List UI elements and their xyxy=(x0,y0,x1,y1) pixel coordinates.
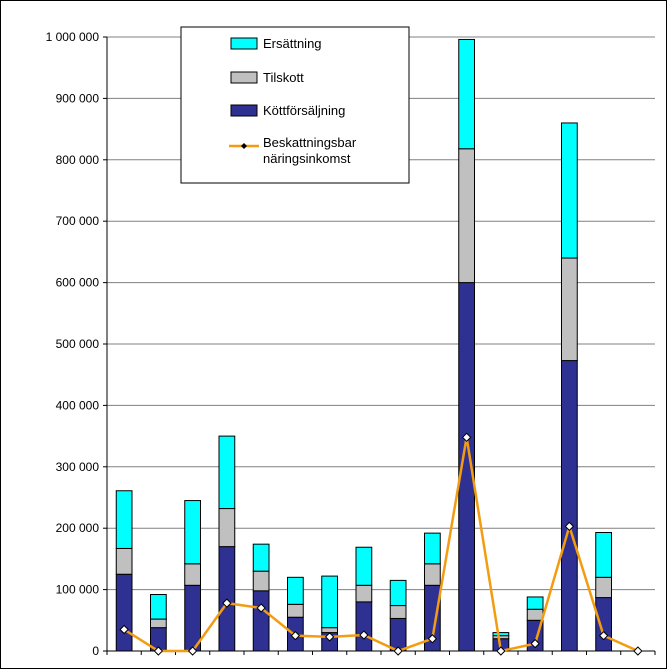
line-marker xyxy=(633,646,643,656)
bar-segment xyxy=(492,632,510,637)
legend-label: Beskattningsbar xyxy=(263,135,357,150)
legend-label: Köttförsäljning xyxy=(263,103,345,118)
line-marker xyxy=(290,630,301,641)
bar-segment xyxy=(218,435,236,510)
legend-label: näringsinkomst xyxy=(263,151,351,166)
legend-label: Ersättning xyxy=(263,36,322,51)
line-marker xyxy=(256,603,266,613)
line-marker xyxy=(187,646,198,656)
legend-marker xyxy=(241,143,247,149)
line-marker xyxy=(427,634,438,644)
y-tick-label: 0 xyxy=(92,644,99,658)
y-tick-label: 600 000 xyxy=(56,276,100,290)
y-tick-label: 500 000 xyxy=(56,337,100,351)
bar-segment xyxy=(286,603,304,618)
bar-segment xyxy=(526,608,544,621)
line-marker xyxy=(598,630,609,641)
bar-segment xyxy=(149,594,167,620)
bar-segment xyxy=(423,532,441,565)
y-tick-label: 100 000 xyxy=(56,583,100,597)
bar-segment xyxy=(526,596,544,610)
bar-segment xyxy=(252,543,270,572)
bar-segment xyxy=(595,576,613,599)
legend-swatch xyxy=(230,104,258,117)
line-marker xyxy=(461,432,472,443)
bar-segment xyxy=(252,590,270,652)
legend-swatch xyxy=(230,37,258,50)
line-marker xyxy=(324,632,335,642)
bar-segment xyxy=(458,38,476,150)
line-marker xyxy=(119,624,129,635)
y-tick-label: 700 000 xyxy=(56,214,100,228)
legend-swatch xyxy=(230,71,258,84)
bar-segment xyxy=(115,490,133,549)
bar-segment xyxy=(355,601,373,652)
line-marker xyxy=(530,638,540,649)
bar-segment xyxy=(423,563,441,586)
legend-box xyxy=(180,26,410,184)
bar-segment xyxy=(595,597,613,652)
y-tick-label: 800 000 xyxy=(56,153,100,167)
bar-segment xyxy=(321,575,339,629)
bar-segment xyxy=(115,547,133,575)
bar-segment xyxy=(560,360,578,652)
bar-segment xyxy=(355,584,373,603)
line-marker xyxy=(564,521,575,532)
bar-segment xyxy=(149,618,167,629)
y-tick-label: 900 000 xyxy=(56,91,100,105)
bar-segment xyxy=(560,257,578,362)
line-marker xyxy=(222,598,232,608)
bar-segment xyxy=(458,148,476,284)
bar-segment xyxy=(184,500,202,565)
line-marker xyxy=(496,646,506,656)
legend-label: Tilskott xyxy=(263,70,304,85)
bar-segment xyxy=(321,627,339,634)
bar-segment xyxy=(560,122,578,259)
bar-segment xyxy=(218,508,236,548)
bar-segment xyxy=(286,576,304,605)
series-line xyxy=(123,437,639,653)
y-tick-label: 300 000 xyxy=(56,460,100,474)
bar-segment xyxy=(355,546,373,586)
y-tick-label: 1 000 000 xyxy=(46,30,100,44)
bar-segment xyxy=(115,573,133,652)
bar-segment xyxy=(389,605,407,619)
bar-segment xyxy=(595,531,613,578)
line-marker xyxy=(153,646,164,656)
bar-segment xyxy=(389,579,407,607)
y-tick-label: 400 000 xyxy=(56,398,100,412)
y-tick-label: 200 000 xyxy=(56,521,100,535)
line-marker xyxy=(359,630,369,640)
line-marker xyxy=(393,646,403,656)
bar-segment xyxy=(389,617,407,652)
bar-segment xyxy=(184,563,202,586)
bar-segment xyxy=(252,570,270,592)
